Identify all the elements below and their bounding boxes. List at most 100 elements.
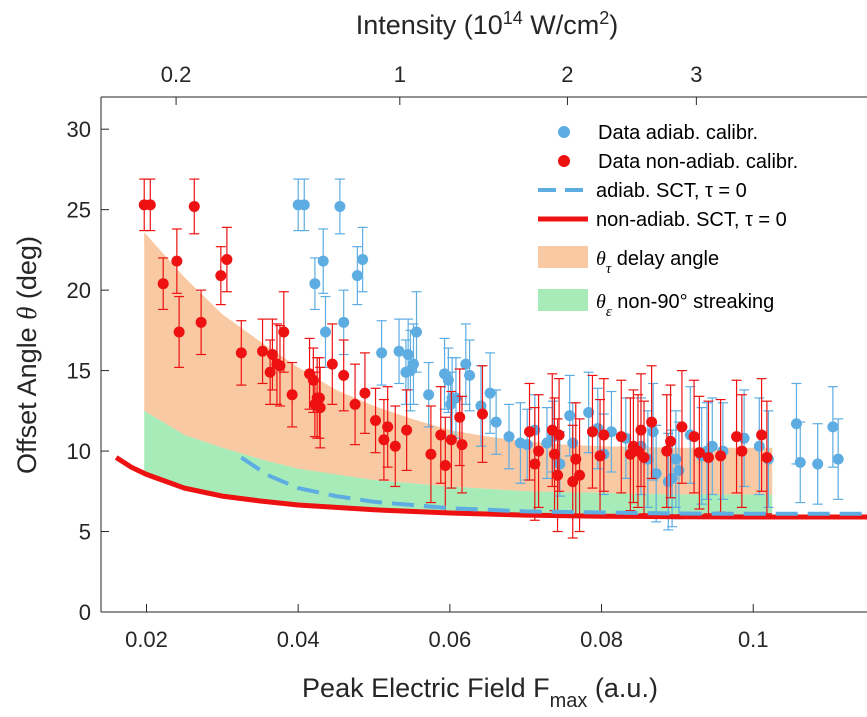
data-point <box>376 347 388 359</box>
data-point <box>454 411 466 423</box>
data-point <box>357 254 369 266</box>
data-point <box>647 426 659 438</box>
data-point <box>646 416 658 428</box>
data-point <box>257 345 269 357</box>
data-point <box>670 453 682 465</box>
x-tick-label: 0.1 <box>738 627 769 652</box>
y-tick-label: 15 <box>67 359 91 384</box>
data-point <box>221 254 233 266</box>
data-point <box>552 469 564 481</box>
top-tick-label: 1 <box>394 62 406 87</box>
data-point <box>359 387 371 399</box>
data-point <box>382 421 394 433</box>
y-tick-label: 5 <box>79 520 91 545</box>
data-point <box>456 439 468 451</box>
data-point <box>549 448 561 460</box>
data-point <box>736 445 748 457</box>
data-point <box>314 402 326 414</box>
data-point <box>753 440 765 452</box>
legend-item-data-adiab-calibr: Data adiab. calibr. <box>558 122 758 144</box>
data-point <box>553 429 565 441</box>
y-tick-label: 0 <box>79 600 91 625</box>
data-point <box>235 347 247 359</box>
data-point <box>445 434 457 446</box>
data-point <box>266 349 278 360</box>
data-point <box>484 387 496 399</box>
data-point <box>756 429 768 441</box>
data-point <box>521 439 533 451</box>
data-point <box>349 398 361 410</box>
data-point <box>319 326 331 338</box>
data-point <box>439 460 451 472</box>
band-delay-angle <box>144 232 773 495</box>
data-point <box>313 392 325 404</box>
data-point <box>460 358 472 370</box>
data-point <box>583 406 595 418</box>
data-point <box>661 445 673 457</box>
data-point <box>298 199 310 211</box>
data-point <box>731 431 743 443</box>
x-tick-label: 0.06 <box>428 627 471 652</box>
data-point <box>476 408 488 420</box>
x-axis-title: Peak Electric Field Fmax (a.u.) <box>302 673 658 712</box>
data-point <box>529 458 541 470</box>
plot-area <box>114 178 867 539</box>
data-point <box>673 464 685 476</box>
data-point <box>464 369 476 381</box>
top-tick-label: 2 <box>561 62 573 87</box>
data-point <box>423 389 435 401</box>
data-point <box>524 426 536 438</box>
data-point <box>635 424 647 436</box>
data-point <box>827 421 839 433</box>
data-point <box>326 358 338 370</box>
legend-item-non-90-streaking: θε non-90° streaking <box>538 289 774 320</box>
data-point <box>309 278 321 290</box>
legend-patch <box>538 289 588 311</box>
data-point <box>570 453 582 465</box>
data-point <box>334 200 346 212</box>
data-point <box>586 426 598 438</box>
legend-marker <box>558 155 570 167</box>
legend-label: adiab. SCT, τ = 0 <box>596 180 747 202</box>
y-axis-title: Offset Angle θ (deg) <box>12 236 42 474</box>
data-point <box>554 458 566 470</box>
data-point <box>274 360 286 372</box>
axes: 0.02 0.04 0.06 0.08 0.1 0 5 10 15 20 25 30 0.2 1 2 3 <box>67 62 867 652</box>
series-data-non-adiab-calibr <box>138 178 773 539</box>
y-tick-label: 30 <box>67 117 91 142</box>
data-point <box>407 358 419 370</box>
data-point <box>706 440 718 452</box>
data-point <box>351 270 363 282</box>
data-point <box>761 452 773 463</box>
data-point <box>665 435 677 447</box>
data-point <box>286 389 298 401</box>
x-tick-label: 0.04 <box>277 627 320 652</box>
data-point <box>594 450 606 462</box>
data-point <box>812 458 824 470</box>
legend-item-non-adiab-sct-0: non-adiab. SCT, τ = 0 <box>538 209 787 231</box>
data-point <box>832 453 844 465</box>
data-point <box>378 434 390 446</box>
legend-label: non-adiab. SCT, τ = 0 <box>596 209 787 231</box>
data-point <box>693 447 705 459</box>
data-point <box>393 345 405 357</box>
data-point <box>278 326 290 338</box>
data-point <box>794 456 806 468</box>
x-tick-label: 0.08 <box>580 627 623 652</box>
top-tick-label: 3 <box>690 62 702 87</box>
data-point <box>638 452 650 463</box>
legend-patch <box>538 246 588 268</box>
data-point <box>389 440 401 452</box>
data-point <box>173 326 185 338</box>
data-point <box>533 445 545 457</box>
data-point <box>402 349 414 360</box>
data-point <box>790 418 802 430</box>
data-point <box>503 431 515 443</box>
data-point <box>598 429 610 441</box>
data-point <box>435 429 447 441</box>
legend-label: Data non-adiab. calibr. <box>598 151 798 173</box>
data-point <box>338 369 350 381</box>
legend-item-delay-angle: θτ delay angle <box>538 246 719 277</box>
y-tick-label: 20 <box>67 278 91 303</box>
